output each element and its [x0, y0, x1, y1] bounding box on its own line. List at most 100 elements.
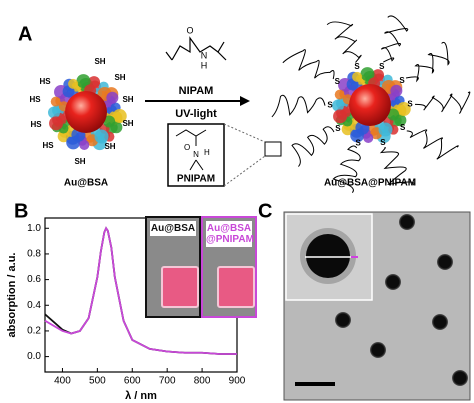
polymer-bonds [175, 129, 207, 137]
protein [333, 109, 348, 124]
legend-label: Au@BSA [150, 221, 196, 236]
sulfur: S [356, 138, 362, 147]
nanoparticle [335, 312, 351, 328]
nanoparticle [370, 342, 386, 358]
bond [165, 51, 173, 61]
panel-b: B 0.0 0.2 0.4 0.6 0.8 1.0 400 500 600 700 800 900 λ /… [6, 200, 246, 402]
sulfur: S [327, 101, 333, 110]
thiol: SH [74, 157, 85, 166]
y-tick-label: 0.8 [27, 249, 41, 260]
protein [332, 99, 345, 112]
polymer-chain [271, 94, 326, 118]
particle-label: Au@BSA [64, 178, 108, 189]
y-axis-label: absorption / a.u. [6, 253, 18, 338]
atom: H [204, 148, 210, 157]
x-tick-label: 700 [159, 376, 176, 387]
vial [161, 266, 199, 308]
atom: O [184, 143, 190, 152]
condition: UV-light [175, 108, 217, 120]
polymer-chain [406, 129, 459, 160]
thiol: HS [30, 120, 42, 129]
reagent: NIPAM [179, 85, 214, 97]
sulfur: S [379, 62, 385, 71]
atom: N [193, 150, 199, 159]
sulfur: S [380, 138, 386, 147]
protein [390, 84, 403, 97]
atom: N [201, 50, 208, 60]
nanoparticle [432, 314, 448, 330]
sulfur: S [335, 77, 341, 86]
thiol: SH [104, 142, 115, 151]
sample-photo: Au@BSA @PNIPAM [201, 216, 257, 318]
polymer-chain [326, 21, 362, 63]
protein [378, 122, 393, 137]
protein [387, 108, 400, 121]
protein [76, 74, 91, 89]
zoom-box [264, 141, 282, 157]
spectrum [44, 226, 237, 355]
bond [195, 159, 204, 171]
sample-photo: Au@BSA [145, 216, 201, 318]
bond [189, 159, 197, 171]
protein [396, 102, 411, 117]
protein [94, 129, 109, 144]
legend-label: Au@BSA @PNIPAM [206, 221, 254, 247]
atom: O [186, 25, 193, 35]
protein [79, 139, 90, 150]
protein [334, 89, 345, 100]
x-tick-label: 900 [229, 376, 246, 387]
x-tick-label: 600 [124, 376, 141, 387]
thiol: SH [122, 119, 133, 128]
polymer-name: PNIPAM [177, 174, 215, 185]
y-tick-label: 0.4 [27, 300, 41, 311]
gold-core [349, 84, 391, 126]
x-axis-label: λ / nm [125, 390, 157, 402]
nanoparticle [452, 370, 468, 386]
thiol: SH [114, 73, 125, 82]
panel-a: HS SH SH HS SH HS SH HS SH SH S S S S S S S S S S [29, 15, 471, 194]
polymer-chain [380, 15, 409, 63]
bond [217, 51, 227, 61]
nanoparticles [335, 214, 468, 386]
polymer-box [167, 123, 225, 187]
polymer-chain [379, 146, 415, 186]
panel-label: B [14, 200, 28, 222]
protein [112, 109, 127, 124]
protein [48, 106, 61, 119]
protein [360, 67, 375, 82]
sulfur: S [407, 100, 413, 109]
polymer-chain [414, 91, 471, 114]
zoom-line [223, 155, 266, 187]
x-tick-label: 800 [194, 376, 211, 387]
sulfur: S [399, 76, 405, 85]
y-tick-label: 0.6 [27, 274, 41, 285]
y-tick-label: 0.2 [27, 326, 41, 337]
polymer-chain [282, 49, 335, 80]
y-tick-label: 1.0 [27, 223, 41, 234]
vial [217, 266, 255, 308]
thiol: HS [42, 141, 54, 150]
zoom-line [223, 123, 266, 143]
panel-label: C [258, 200, 272, 222]
nanoparticle [385, 274, 401, 290]
monomer-bonds [171, 36, 225, 61]
protein [50, 96, 61, 107]
panel-label: A [18, 23, 32, 45]
thiol: HS [39, 77, 51, 86]
protein [68, 78, 79, 89]
nanoparticle [399, 214, 415, 230]
y-tick-label: 0.0 [27, 351, 41, 362]
thiol: SH [122, 95, 133, 104]
protein [49, 116, 64, 131]
sulfur: S [354, 62, 360, 71]
arrow-head [240, 96, 250, 106]
nanoparticle [437, 254, 453, 270]
core [306, 234, 350, 278]
particle-label: Au@BSA@PNIPAM [324, 178, 416, 189]
thiol: HS [29, 95, 41, 104]
sulfur: S [335, 124, 341, 133]
protein [103, 115, 116, 128]
protein [363, 132, 374, 143]
